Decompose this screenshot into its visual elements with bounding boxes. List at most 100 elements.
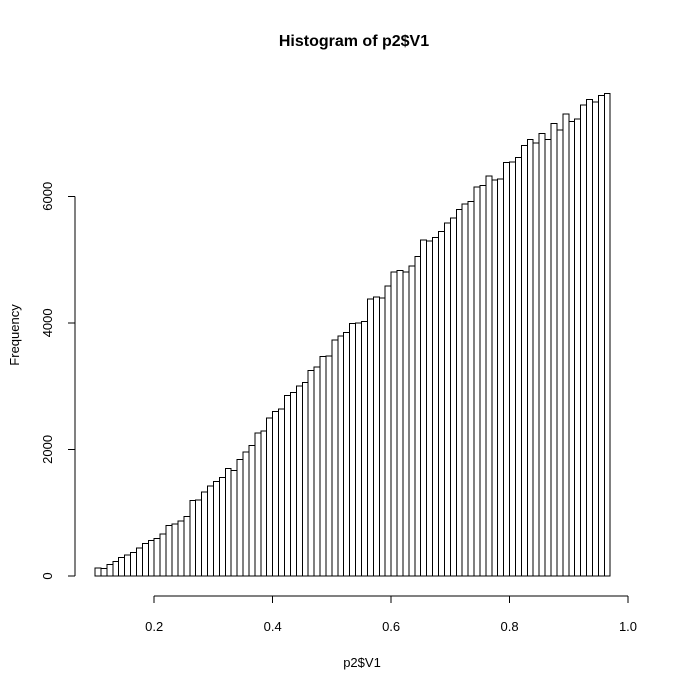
histogram-bar (331, 339, 339, 577)
histogram-bar (361, 321, 368, 577)
histogram-bar (195, 499, 203, 577)
y-axis: 0 2000 4000 6000 (40, 182, 76, 580)
histogram-bar (544, 138, 552, 577)
histogram-bar (426, 240, 434, 577)
x-tick-label: 0.2 (145, 619, 163, 634)
histogram-bar (230, 469, 238, 577)
histogram-bar (266, 417, 274, 577)
histogram-bar (135, 547, 143, 577)
histogram-bar (319, 355, 327, 577)
histogram-bar (254, 432, 262, 577)
histogram-bar (509, 161, 516, 577)
x-tick-label: 1.0 (619, 619, 637, 634)
histogram-bar (159, 533, 167, 577)
histogram-bar (408, 265, 416, 577)
histogram-bar (378, 297, 386, 577)
histogram-bar (183, 516, 191, 577)
histogram-bar (562, 113, 570, 577)
histogram-bar (337, 335, 345, 577)
histogram-bar (491, 179, 499, 577)
histogram-bar (212, 481, 220, 577)
histogram-bar (236, 459, 244, 577)
histogram-bar (343, 331, 351, 577)
x-axis-label: p2$V1 (343, 655, 381, 670)
histogram-bar (455, 209, 463, 577)
histogram-bar (396, 269, 404, 577)
histogram-bar (100, 567, 108, 577)
histogram-bar (580, 104, 588, 577)
histogram-bar (473, 186, 481, 577)
histogram-bar (201, 491, 209, 577)
histogram-bar (118, 557, 126, 577)
histogram-bar (349, 322, 357, 577)
x-tick-label: 0.4 (264, 619, 282, 634)
histogram-bar (289, 391, 297, 577)
histogram-bar (313, 366, 321, 577)
histogram-bar (485, 175, 493, 577)
histogram-bar (94, 567, 102, 577)
histogram-bar (141, 543, 149, 577)
histogram-bar (130, 552, 137, 577)
histogram-bar (467, 200, 475, 577)
histogram-bar (295, 385, 303, 577)
histogram-bar (568, 121, 576, 577)
histogram-bar (432, 236, 439, 577)
histogram-bar (449, 217, 457, 577)
histogram-bar (420, 239, 428, 577)
histogram-bar (390, 271, 398, 577)
histogram-bar (372, 296, 380, 577)
histogram-bar (177, 520, 185, 577)
histogram-bar (550, 122, 558, 577)
histogram-bar (437, 231, 445, 577)
histogram-bar (301, 381, 309, 577)
y-tick-label: 6000 (40, 182, 55, 211)
histogram-bar (260, 430, 268, 577)
x-tick-label: 0.6 (382, 619, 400, 634)
histogram-bar (325, 355, 333, 577)
bars-group (94, 93, 611, 577)
histogram-bar (248, 445, 256, 577)
histogram-bar (384, 285, 392, 577)
histogram-bar (189, 500, 197, 577)
histogram-bar (497, 178, 505, 577)
histogram-bar (284, 395, 291, 577)
histogram-bar (461, 203, 469, 577)
histogram-bar (242, 451, 250, 577)
histogram-bar (532, 142, 540, 577)
histogram-bar (574, 118, 582, 577)
histogram-bar (272, 410, 280, 577)
histogram-bar (503, 162, 511, 577)
y-axis-label: Frequency (7, 304, 22, 366)
chart-title: Histogram of p2$V1 (279, 33, 429, 50)
histogram-bar (526, 138, 534, 577)
histogram-bar (366, 298, 374, 577)
y-tick-label: 2000 (40, 435, 55, 464)
histogram-bar (520, 145, 528, 577)
histogram-bar (586, 98, 593, 577)
x-tick-label: 0.8 (501, 619, 519, 634)
histogram-bar (106, 564, 114, 577)
histogram-bar (112, 560, 120, 577)
histogram-bar (402, 271, 410, 577)
histogram-bar (591, 101, 599, 577)
histogram-bar (153, 538, 161, 577)
y-tick-label: 4000 (40, 308, 55, 337)
histogram-bar (207, 485, 214, 577)
histogram-bar (514, 157, 522, 577)
histogram-bar (597, 95, 605, 577)
histogram-bar (171, 523, 179, 577)
histogram-bar (147, 540, 155, 577)
histogram-bar (603, 93, 611, 577)
histogram-bar (307, 369, 315, 577)
histogram-bar (278, 408, 286, 577)
y-tick-label: 0 (40, 572, 55, 579)
histogram-bar (556, 129, 564, 577)
histogram-bar (443, 222, 451, 577)
histogram-bar (165, 524, 173, 577)
histogram-bar (538, 133, 546, 577)
histogram-bar (355, 322, 362, 577)
histogram-bar (124, 554, 132, 577)
histogram-bar (218, 476, 226, 577)
x-axis: 0.2 0.4 0.6 0.8 1.0 (145, 595, 637, 634)
